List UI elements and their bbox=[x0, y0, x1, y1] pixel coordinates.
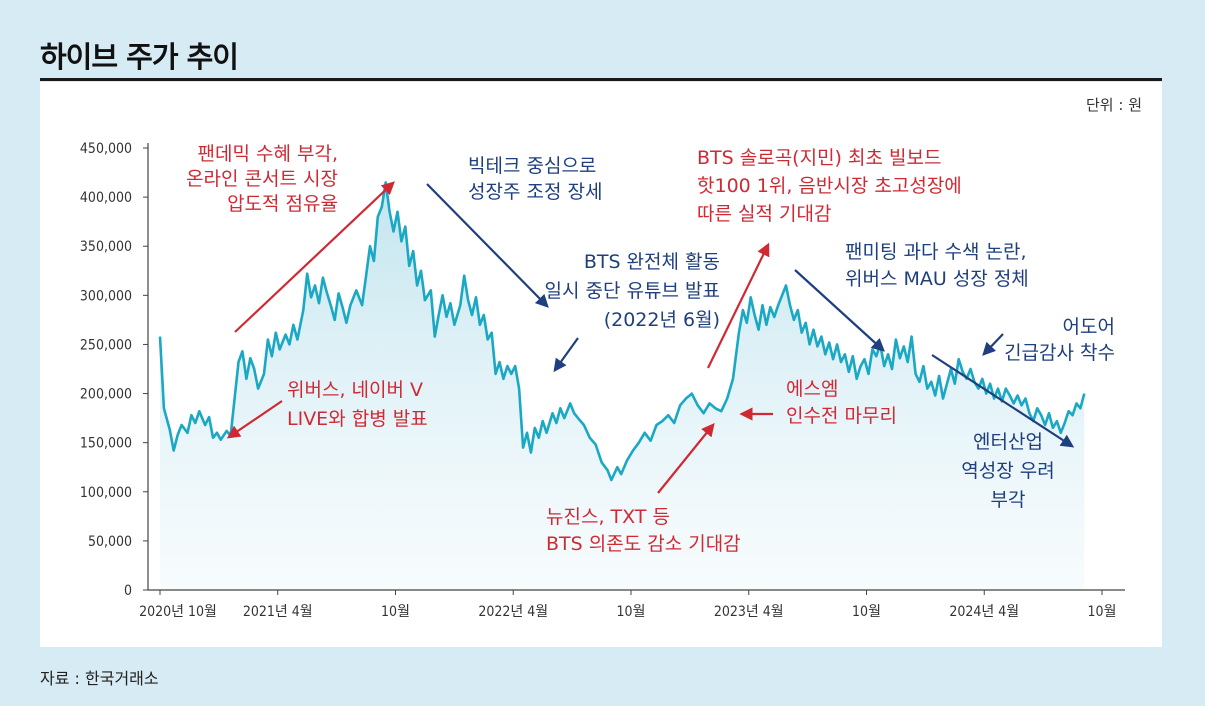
annotation-line: 위버스 MAU 성장 정체 bbox=[845, 268, 1029, 290]
blue-arrow bbox=[794, 269, 885, 352]
annotation-line: 팬미팅 과다 수색 논란, bbox=[845, 241, 1026, 263]
chart-title: 하이브 주가 추이 bbox=[40, 40, 239, 74]
annotation-line: BTS 솔로곡(지민) 최초 빌보드 bbox=[697, 147, 941, 169]
annotation-line: 성장주 조정 장세 bbox=[468, 181, 602, 203]
red-arrow bbox=[707, 242, 770, 369]
blue-arrow bbox=[426, 183, 549, 308]
x-tick-label: 2022년 4월 bbox=[478, 604, 548, 620]
blue-arrow bbox=[931, 354, 1075, 448]
annotation-line: 핫100 1위, 음반시장 초고성장에 bbox=[697, 175, 962, 197]
annotation-line: BTS 완전체 활동 bbox=[584, 251, 720, 273]
source-note: 자료 : 한국거래소 bbox=[40, 669, 159, 688]
annotation-line: 일시 중단 유튜브 발표 bbox=[545, 280, 720, 302]
x-tick-label: 2021년 4월 bbox=[243, 604, 313, 620]
red-arrow bbox=[657, 422, 715, 494]
y-tick-label: 300,000 bbox=[80, 288, 132, 304]
y-tick-label: 400,000 bbox=[80, 190, 132, 206]
annotation-line: 엔터산업 bbox=[973, 431, 1043, 453]
y-tick-label: 250,000 bbox=[80, 337, 132, 353]
annotation-line: 에스엠 bbox=[786, 378, 838, 400]
y-tick-label: 200,000 bbox=[80, 387, 132, 403]
title-underline bbox=[40, 78, 1162, 81]
annotation-line: 부각 bbox=[991, 489, 1026, 511]
red-arrow bbox=[234, 181, 395, 333]
annotation-line: (2022년 6월) bbox=[604, 309, 720, 331]
annotation-line: 뉴진스, TXT 등 bbox=[546, 506, 670, 528]
annotation-line: 어도어 bbox=[1063, 316, 1115, 338]
annotation-line: 팬데믹 수혜 부각, bbox=[198, 143, 338, 165]
x-tick-label: 10월 bbox=[852, 604, 881, 620]
annotation-line: 압도적 점유율 bbox=[227, 193, 338, 215]
annotation-line: LIVE와 합병 발표 bbox=[287, 408, 428, 430]
y-tick-label: 0 bbox=[124, 583, 132, 599]
x-tick-label: 10월 bbox=[617, 604, 646, 620]
x-tick-label: 2023년 4월 bbox=[714, 604, 784, 620]
annotation-line: 온라인 콘서트 시장 bbox=[186, 168, 338, 190]
annotation-line: 인수전 마무리 bbox=[786, 405, 897, 427]
y-tick-label: 150,000 bbox=[80, 436, 132, 452]
x-tick-label: 2024년 4월 bbox=[949, 604, 1019, 620]
axis-layer: 0 50,000 100,000 150,000 200,000 250,000 300,0… bbox=[80, 141, 1125, 620]
blue-arrow bbox=[982, 333, 1004, 356]
arrow-layer bbox=[226, 181, 1075, 494]
x-tick-label: 10월 bbox=[1088, 604, 1117, 620]
y-tick-label: 50,000 bbox=[88, 534, 132, 550]
series-area-fill bbox=[160, 182, 1085, 590]
unit-label: 단위 : 원 bbox=[1086, 96, 1142, 114]
annotation-line: 빅테크 중심으로 bbox=[468, 155, 596, 177]
series-line-hybe bbox=[158, 181, 1086, 482]
line-layer bbox=[158, 181, 1086, 482]
annotation-line: 역성장 우려 bbox=[961, 460, 1054, 482]
annotation-line: BTS 의존도 감소 기대감 bbox=[546, 533, 741, 555]
y-tick-label: 450,000 bbox=[80, 141, 132, 157]
y-tick-label: 100,000 bbox=[80, 485, 132, 501]
y-tick-label: 350,000 bbox=[80, 239, 132, 255]
x-tick-label: 10월 bbox=[381, 604, 410, 620]
blue-arrow bbox=[553, 337, 579, 373]
annotation-line: 긴급감사 착수 bbox=[1004, 342, 1115, 364]
annotation-line: 위버스, 네이버 V bbox=[287, 379, 423, 401]
area-layer bbox=[160, 182, 1085, 590]
red-arrow bbox=[226, 400, 283, 439]
x-tick-label: 2020년 10월 bbox=[139, 604, 217, 620]
annotation-line: 따른 실적 기대감 bbox=[697, 203, 831, 225]
